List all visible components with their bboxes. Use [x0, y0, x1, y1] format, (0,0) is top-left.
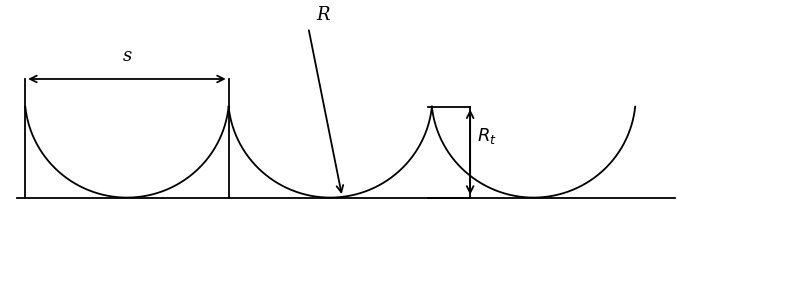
Text: R: R: [316, 6, 330, 24]
Text: $R_t$: $R_t$: [477, 126, 496, 146]
Text: s: s: [122, 47, 131, 65]
